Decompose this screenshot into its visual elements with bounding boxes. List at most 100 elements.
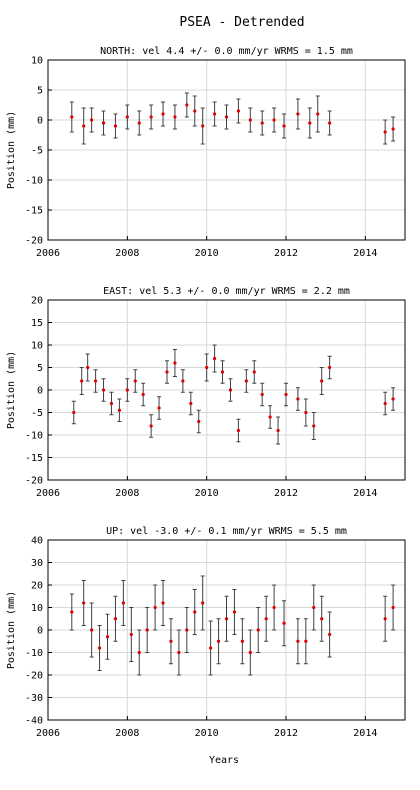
east-data-point bbox=[244, 379, 248, 383]
east-x-tick-label: 2010 bbox=[195, 488, 219, 499]
east-data-point bbox=[141, 392, 145, 397]
up-data-point bbox=[70, 610, 74, 614]
east-data-point bbox=[117, 408, 121, 412]
north-data-point bbox=[328, 121, 332, 125]
east-data-point bbox=[157, 406, 161, 410]
up-y-tick-label: 0 bbox=[37, 626, 43, 637]
north-y-tick-label: -15 bbox=[25, 206, 43, 217]
up-data-point bbox=[256, 628, 260, 632]
up-data-point bbox=[209, 646, 213, 650]
north-data-point bbox=[213, 112, 217, 116]
east-data-point bbox=[101, 388, 106, 392]
east-data-point bbox=[252, 370, 256, 374]
north-data-point bbox=[113, 124, 118, 128]
panel-east: 2006 2008 2010 2012 2014 -20 -15 -10 -5 0 5 10 15 20 E… bbox=[6, 286, 406, 499]
east-data-point bbox=[189, 401, 193, 406]
up-data-point bbox=[224, 617, 229, 621]
up-y-tick-label: 20 bbox=[31, 581, 43, 592]
east-data-point bbox=[133, 379, 137, 383]
up-y-tick-label: 40 bbox=[31, 536, 43, 547]
east-x-tick-label: 2012 bbox=[274, 488, 298, 499]
north-y-tick-label: 10 bbox=[31, 56, 43, 67]
up-y-tick-label: 10 bbox=[31, 603, 43, 614]
north-data-point bbox=[101, 121, 106, 125]
up-data-point bbox=[264, 617, 268, 621]
east-x-tick-label: 2008 bbox=[115, 488, 139, 499]
up-data-point bbox=[216, 639, 221, 643]
east-y-tick-label: 20 bbox=[31, 296, 43, 307]
up-panel-title: UP: vel -3.0 +/- 0.1 mm/yr WRMS = 5.5 mm bbox=[106, 526, 347, 537]
east-data-point bbox=[181, 379, 185, 383]
north-data-point bbox=[236, 109, 240, 113]
north-x-tick-label: 2010 bbox=[195, 248, 219, 259]
east-data-point bbox=[236, 428, 240, 433]
up-data-point bbox=[282, 621, 286, 625]
east-y-tick-label: -10 bbox=[25, 431, 43, 442]
north-data-point bbox=[383, 130, 387, 134]
east-y-tick-label: -15 bbox=[25, 453, 43, 464]
east-data-point bbox=[260, 392, 264, 397]
north-data-point bbox=[137, 121, 141, 125]
east-data-point bbox=[72, 410, 76, 415]
east-data-point bbox=[220, 370, 225, 374]
east-x-tick-label: 2006 bbox=[36, 488, 60, 499]
up-data-point bbox=[145, 628, 149, 632]
north-y-tick-label: -5 bbox=[31, 146, 43, 157]
figure-title: PSEA - Detrended bbox=[179, 15, 304, 30]
north-data-point bbox=[149, 115, 153, 119]
north-data-point bbox=[201, 124, 205, 128]
north-y-tick-label: -20 bbox=[25, 236, 43, 247]
north-data-point bbox=[125, 115, 129, 119]
east-data-point bbox=[197, 419, 201, 424]
up-y-tick-label: -10 bbox=[25, 648, 43, 659]
east-data-point bbox=[165, 370, 169, 374]
north-data-point bbox=[185, 103, 189, 107]
up-data-point bbox=[248, 650, 252, 655]
up-data-point bbox=[320, 617, 324, 621]
north-x-tick-label: 2014 bbox=[353, 248, 377, 259]
east-data-point bbox=[94, 379, 98, 383]
east-data-point bbox=[173, 361, 177, 365]
up-x-tick-label: 2012 bbox=[274, 728, 298, 739]
up-data-point bbox=[161, 601, 165, 605]
up-data-point bbox=[153, 605, 157, 610]
north-data-point bbox=[161, 112, 165, 116]
east-data-point bbox=[86, 365, 90, 370]
north-data-point bbox=[391, 127, 395, 131]
up-data-point bbox=[169, 639, 173, 643]
x-axis-label: Years bbox=[209, 755, 239, 766]
north-y-axis-label: Position (mm) bbox=[6, 111, 17, 189]
east-data-point bbox=[328, 365, 332, 370]
up-y-tick-label: -40 bbox=[25, 716, 43, 727]
east-data-point bbox=[383, 401, 387, 406]
north-x-tick-label: 2006 bbox=[36, 248, 60, 259]
north-data-point bbox=[272, 118, 276, 122]
up-data-point bbox=[177, 650, 181, 655]
east-y-tick-label: 0 bbox=[37, 386, 43, 397]
north-panel-title: NORTH: vel 4.4 +/- 0.0 mm/yr WRMS = 1.5 … bbox=[100, 46, 353, 57]
east-data-point bbox=[109, 401, 114, 406]
up-y-axis-label: Position (mm) bbox=[6, 591, 17, 669]
up-data-point bbox=[304, 639, 308, 643]
north-data-point bbox=[193, 109, 197, 113]
east-data-point bbox=[284, 392, 288, 397]
panel-north: 2006 2008 2010 2012 2014 -20 -15 -10 -5 0 5 10 NORTH… bbox=[6, 46, 406, 259]
east-data-point bbox=[391, 397, 395, 401]
north-y-tick-label: 0 bbox=[37, 116, 43, 127]
north-data-point bbox=[316, 112, 320, 116]
up-data-point bbox=[240, 639, 244, 643]
up-data-point bbox=[113, 617, 118, 621]
east-data-point bbox=[213, 356, 217, 361]
up-x-tick-label: 2014 bbox=[353, 728, 377, 739]
north-data-point bbox=[260, 121, 264, 125]
up-data-point bbox=[272, 605, 276, 610]
east-data-point bbox=[80, 379, 84, 383]
east-data-point bbox=[320, 379, 324, 383]
up-y-tick-label: -20 bbox=[25, 671, 43, 682]
north-y-tick-label: -10 bbox=[25, 176, 43, 187]
east-panel-title: EAST: vel 5.3 +/- 0.0 mm/yr WRMS = 2.2 m… bbox=[103, 286, 350, 297]
up-data-point bbox=[121, 601, 125, 605]
up-x-tick-label: 2008 bbox=[115, 728, 139, 739]
